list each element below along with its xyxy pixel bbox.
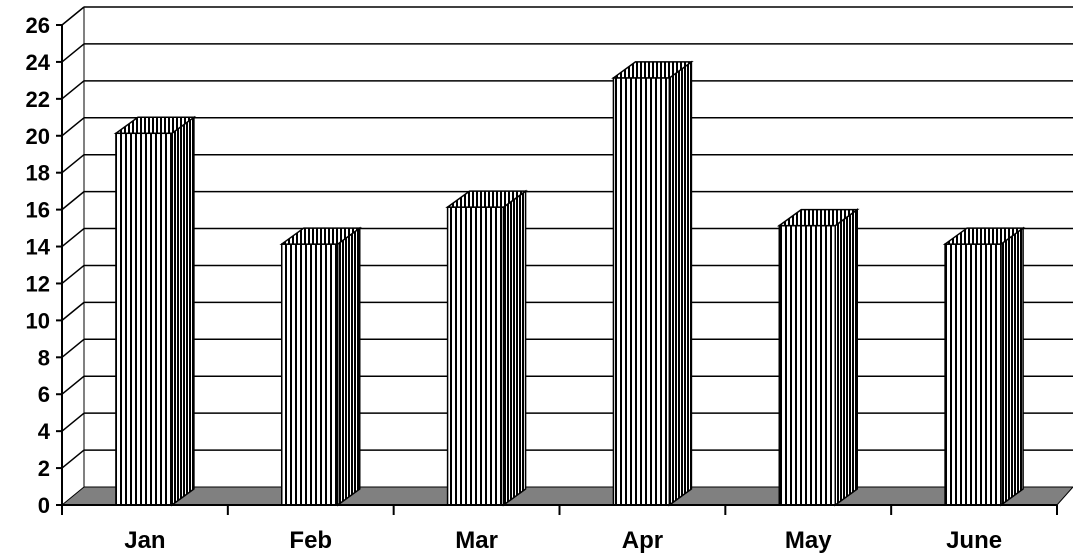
bar-top-face bbox=[113, 116, 197, 135]
bar-top-face bbox=[611, 61, 694, 79]
bar bbox=[942, 226, 1026, 507]
gridline-diagonal bbox=[61, 412, 85, 432]
y-tick-label: 2 bbox=[38, 456, 50, 481]
gridline-diagonal bbox=[61, 264, 85, 285]
bar-side-face bbox=[502, 189, 527, 507]
y-tick-label: 24 bbox=[26, 50, 51, 75]
back-wall-top-edge bbox=[61, 6, 1073, 26]
x-category-labels: Jan Feb Mar Apr May June bbox=[124, 527, 1002, 554]
y-tick-label: 22 bbox=[26, 87, 50, 112]
plot-floor bbox=[60, 486, 1073, 506]
bar-top-face bbox=[445, 190, 528, 208]
bar-side-face bbox=[337, 226, 361, 507]
bars bbox=[113, 60, 1026, 507]
bar-front-face bbox=[281, 243, 339, 506]
x-category-label: Feb bbox=[289, 527, 332, 554]
gridline-diagonal bbox=[61, 6, 85, 26]
y-tick-label: 6 bbox=[38, 382, 50, 407]
x-category-label: June bbox=[946, 527, 1002, 554]
floor-plane bbox=[60, 486, 1073, 506]
bar bbox=[445, 189, 528, 507]
y-tick-label: 26 bbox=[26, 13, 50, 38]
gridline-diagonal bbox=[61, 375, 85, 395]
bar-top-face bbox=[279, 227, 363, 245]
y-tick-label: 10 bbox=[26, 308, 50, 333]
gridline-diagonal bbox=[61, 43, 85, 63]
plot-walls bbox=[61, 6, 1073, 487]
gridlines bbox=[61, 6, 1073, 469]
gridline-diagonal bbox=[61, 227, 85, 248]
y-tick-label: 20 bbox=[26, 124, 50, 149]
bar-front-face bbox=[778, 224, 836, 506]
bar-side-face bbox=[668, 60, 693, 507]
bar bbox=[776, 208, 860, 507]
y-tick-label: 0 bbox=[38, 493, 50, 518]
axes bbox=[56, 24, 1058, 515]
x-category-label: Jan bbox=[124, 527, 165, 554]
x-category-label: May bbox=[785, 527, 832, 554]
y-tick-label: 8 bbox=[38, 345, 50, 370]
bar-front-face bbox=[115, 132, 173, 506]
bar-side-face bbox=[171, 115, 195, 507]
x-category-label: Mar bbox=[455, 527, 498, 554]
bar-front-face bbox=[944, 243, 1002, 506]
bar-side-face bbox=[834, 208, 858, 507]
gridline-diagonal bbox=[61, 154, 85, 174]
y-tick-label: 12 bbox=[26, 271, 50, 296]
bar-side-face bbox=[1000, 226, 1024, 507]
bar-top-face bbox=[776, 208, 860, 227]
x-category-label: Apr bbox=[622, 527, 663, 554]
gridline-diagonal bbox=[61, 117, 85, 137]
bar bbox=[279, 226, 363, 507]
bar-front-face bbox=[446, 206, 505, 506]
bar-front-face bbox=[612, 77, 671, 506]
bar-top-face bbox=[942, 227, 1026, 245]
y-tick-label: 18 bbox=[26, 161, 50, 186]
y-tick-label: 14 bbox=[26, 235, 51, 260]
bar bbox=[113, 115, 197, 507]
gridline-diagonal bbox=[61, 449, 85, 469]
gridline-diagonal bbox=[61, 301, 85, 321]
y-tick-label: 16 bbox=[26, 198, 50, 223]
y-tick-label: 4 bbox=[38, 419, 51, 444]
gridline-diagonal bbox=[61, 80, 85, 100]
gridline-diagonal bbox=[61, 338, 85, 358]
gridline-diagonal bbox=[61, 191, 85, 211]
bar bbox=[611, 60, 694, 507]
